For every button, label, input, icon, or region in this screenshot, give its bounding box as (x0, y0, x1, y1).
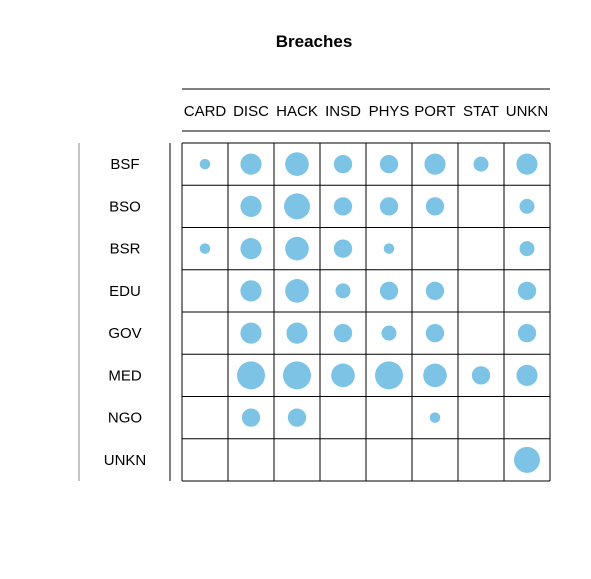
bubble-gov-disc (240, 322, 262, 344)
bubble-med-disc (237, 361, 265, 390)
bubble-med-unkn (516, 364, 538, 386)
bubble-bsf-insd (333, 154, 353, 174)
column-label-hack: HACK (276, 103, 318, 120)
bubble-gov-phys (381, 325, 397, 341)
bubble-med-stat (471, 366, 491, 385)
bubbles (199, 152, 540, 473)
row-label-bsr: BSR (110, 241, 141, 258)
column-label-insd: INSD (325, 103, 361, 120)
row-label-edu: EDU (109, 283, 141, 300)
column-labels: CARD DISC HACK INSD PHYS PORT STAT UNKN (184, 103, 549, 120)
row-label-med: MED (108, 367, 142, 384)
row-label-unkn: UNKN (104, 452, 147, 469)
bubble-bso-hack (284, 193, 310, 220)
bubble-med-phys (375, 361, 403, 390)
bubble-ngo-disc (241, 408, 261, 427)
bubble-bsr-hack (285, 236, 309, 261)
row-label-bso: BSO (109, 198, 141, 215)
bubble-ngo-port (429, 412, 441, 423)
bubble-gov-hack (286, 322, 308, 344)
column-label-unkn: UNKN (506, 103, 549, 120)
bubble-bso-phys (379, 197, 399, 216)
bubble-med-hack (283, 361, 311, 390)
bubble-bsf-port (424, 153, 446, 175)
bubble-bsf-hack (285, 152, 309, 176)
column-label-disc: DISC (233, 103, 269, 120)
bubble-ngo-hack (287, 408, 307, 427)
bubble-med-port (423, 363, 447, 388)
bubble-bsf-unkn (516, 153, 538, 175)
bubble-bso-insd (333, 197, 353, 216)
bubble-edu-hack (285, 279, 309, 303)
bubble-bso-unkn (519, 198, 535, 214)
bubble-bso-port (425, 197, 445, 216)
bubble-edu-disc (240, 280, 262, 302)
bubble-gov-insd (333, 323, 353, 343)
bubble-edu-insd (335, 283, 351, 299)
column-label-port: PORT (414, 103, 455, 120)
bubble-gov-port (425, 323, 445, 343)
bubble-edu-port (425, 281, 445, 301)
bubble-bsf-card (199, 158, 211, 170)
bubble-unkn-unkn (514, 446, 540, 473)
bubble-bsr-disc (240, 238, 262, 260)
row-label-bsf: BSF (110, 156, 139, 173)
bubble-bsr-insd (333, 239, 353, 258)
bubble-edu-unkn (517, 281, 537, 301)
row-label-gov: GOV (108, 325, 141, 342)
bubble-med-insd (331, 363, 355, 388)
bubble-bsr-unkn (519, 241, 535, 257)
row-label-ngo: NGO (108, 410, 142, 427)
bubble-bsr-card (199, 243, 211, 254)
bubble-edu-phys (379, 281, 399, 301)
chart-title: Breaches (276, 32, 353, 51)
column-label-stat: STAT (463, 103, 499, 120)
row-labels: BSF BSO BSR EDU GOV MED NGO UNKN (104, 156, 147, 469)
column-label-phys: PHYS (369, 103, 410, 120)
bubble-bsf-phys (379, 154, 399, 174)
bubble-bsf-disc (240, 153, 262, 175)
bubble-bsf-stat (473, 156, 489, 172)
bubble-bsr-phys (383, 243, 395, 254)
bubble-bso-disc (240, 195, 262, 217)
bubble-gov-unkn (517, 323, 537, 343)
grid-lines (181, 142, 551, 482)
column-label-card: CARD (184, 103, 227, 120)
